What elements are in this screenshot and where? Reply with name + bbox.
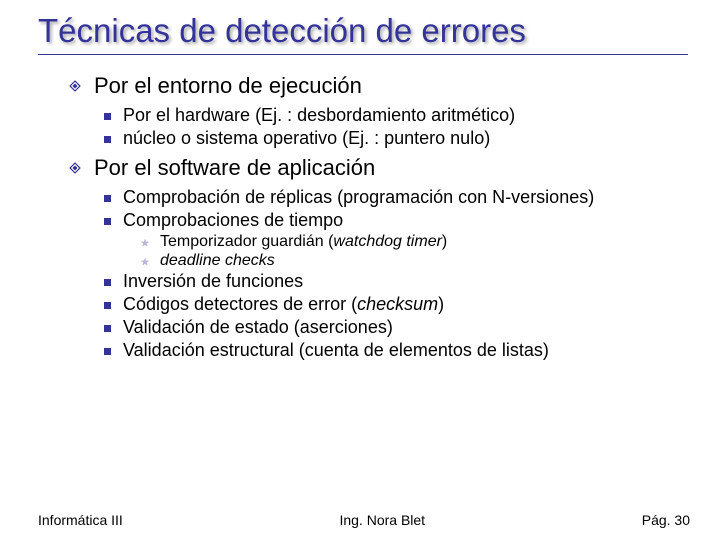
square-icon bbox=[104, 325, 111, 332]
list-text: Validación estructural (cuenta de elemen… bbox=[123, 340, 549, 361]
list-text: deadline checks bbox=[160, 252, 275, 270]
list-item: Por el entorno de ejecución bbox=[68, 73, 690, 99]
list-item: Códigos detectores de error (checksum) bbox=[104, 294, 690, 315]
list-item: deadline checks bbox=[140, 252, 690, 270]
list-text: Por el software de aplicación bbox=[94, 155, 375, 181]
square-icon bbox=[104, 136, 111, 143]
footer-right: Pág. 30 bbox=[642, 512, 690, 528]
list-item: Comprobación de réplicas (programación c… bbox=[104, 187, 690, 208]
list-text: Inversión de funciones bbox=[123, 271, 303, 292]
list-text: núcleo o sistema operativo (Ej. : punter… bbox=[123, 128, 490, 149]
list-text: Comprobación de réplicas (programación c… bbox=[123, 187, 594, 208]
title-underline bbox=[38, 54, 688, 55]
star-icon bbox=[140, 257, 150, 267]
square-icon bbox=[104, 348, 111, 355]
square-icon bbox=[104, 279, 111, 286]
text-fragment: Códigos detectores de error ( bbox=[123, 294, 357, 314]
list-item: Comprobaciones de tiempo bbox=[104, 210, 690, 231]
text-fragment: ) bbox=[438, 294, 444, 314]
square-icon bbox=[104, 218, 111, 225]
italic-fragment: checksum bbox=[357, 294, 438, 314]
text-fragment: ) bbox=[442, 233, 447, 250]
list-text: Temporizador guardián (watchdog timer) bbox=[160, 233, 447, 251]
square-icon bbox=[104, 113, 111, 120]
footer-left: Informática III bbox=[38, 512, 123, 528]
slide-footer: Informática III Ing. Nora Blet Pág. 30 bbox=[38, 512, 690, 528]
square-icon bbox=[104, 195, 111, 202]
square-icon bbox=[104, 302, 111, 309]
list-item: Inversión de funciones bbox=[104, 271, 690, 292]
diamond-icon bbox=[68, 161, 82, 175]
list-text: Comprobaciones de tiempo bbox=[123, 210, 343, 231]
list-text: Códigos detectores de error (checksum) bbox=[123, 294, 444, 315]
slide: Técnicas de detección de errores Por el … bbox=[0, 0, 720, 540]
footer-center: Ing. Nora Blet bbox=[339, 512, 425, 528]
list-item: Validación estructural (cuenta de elemen… bbox=[104, 340, 690, 361]
list-item: Validación de estado (aserciones) bbox=[104, 317, 690, 338]
list-item: Por el hardware (Ej. : desbordamiento ar… bbox=[104, 105, 690, 126]
list-item: núcleo o sistema operativo (Ej. : punter… bbox=[104, 128, 690, 149]
list-item: Temporizador guardián (watchdog timer) bbox=[140, 233, 690, 251]
list-text: Por el entorno de ejecución bbox=[94, 73, 362, 99]
diamond-icon bbox=[68, 79, 82, 93]
list-text: Validación de estado (aserciones) bbox=[123, 317, 393, 338]
slide-title: Técnicas de detección de errores bbox=[38, 12, 690, 50]
italic-fragment: watchdog timer bbox=[333, 233, 442, 250]
list-item: Por el software de aplicación bbox=[68, 155, 690, 181]
star-icon bbox=[140, 238, 150, 248]
slide-content: Por el entorno de ejecución Por el hardw… bbox=[38, 73, 690, 361]
text-fragment: Temporizador guardián ( bbox=[160, 233, 333, 250]
list-text: Por el hardware (Ej. : desbordamiento ar… bbox=[123, 105, 515, 126]
